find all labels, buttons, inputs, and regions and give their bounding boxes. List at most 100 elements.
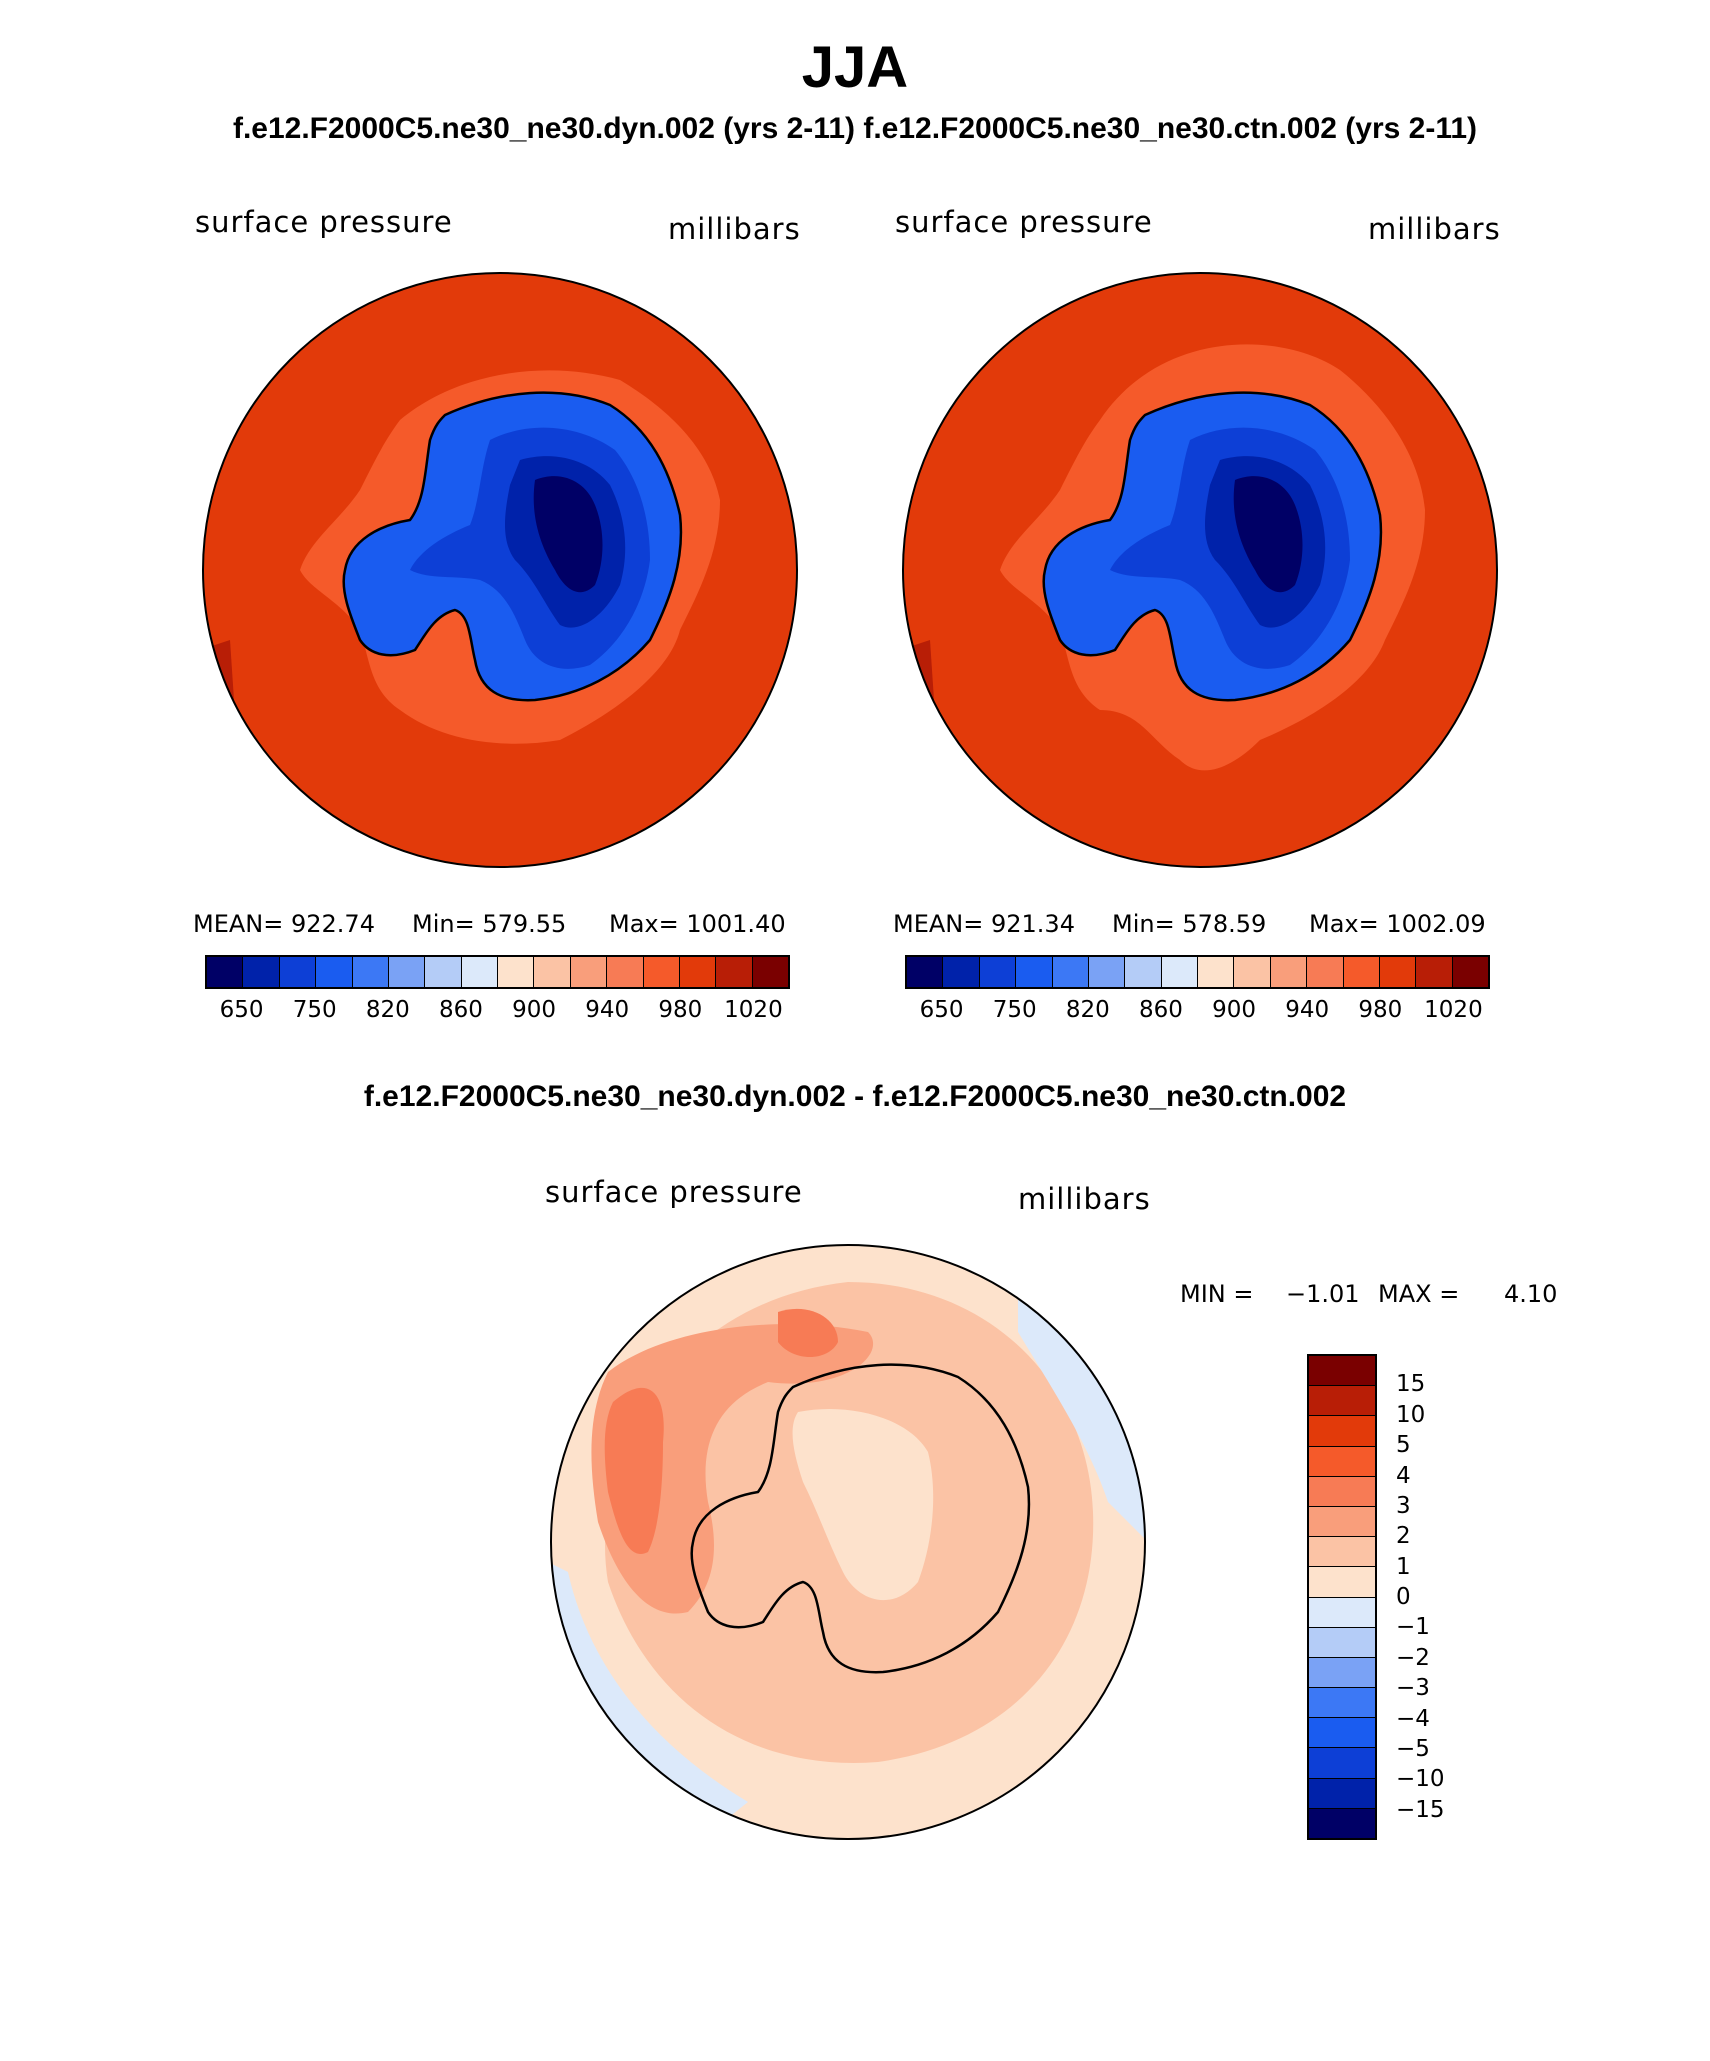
colorbar-tick-label: 650 bbox=[219, 997, 264, 1023]
colorbar-swatch bbox=[1309, 1808, 1375, 1838]
colorbar-swatch bbox=[388, 957, 426, 987]
colorbar-swatch bbox=[1307, 957, 1344, 987]
colorbar-tick-label: 940 bbox=[1285, 997, 1330, 1023]
panel2-polar-map bbox=[902, 272, 1498, 868]
panel2-mean: MEAN= 921.34 bbox=[893, 910, 1075, 938]
colorbar-swatch bbox=[1343, 957, 1380, 987]
colorbar-swatch bbox=[1309, 1748, 1375, 1779]
colorbar-tick-label: 1020 bbox=[724, 997, 783, 1023]
diff-polar-map bbox=[550, 1244, 1146, 1840]
panel1-polar-map bbox=[202, 272, 798, 868]
colorbar-swatch bbox=[752, 957, 788, 987]
colorbar-swatch bbox=[1452, 957, 1488, 987]
hotspot-north bbox=[778, 1308, 838, 1357]
colorbar-swatch bbox=[1309, 1567, 1375, 1598]
colorbar-swatch bbox=[1416, 957, 1453, 987]
colorbar-swatch bbox=[1234, 957, 1271, 987]
colorbar-tick-label: 860 bbox=[438, 997, 483, 1023]
colorbar-tick-label: −5 bbox=[1396, 1735, 1430, 1762]
map-boundary bbox=[902, 272, 1498, 868]
antarctica-ice-core bbox=[533, 476, 603, 593]
diff-colorbar bbox=[1307, 1354, 1377, 1840]
colorbar-tick-label: −2 bbox=[1396, 1644, 1430, 1671]
colorbar-swatch bbox=[1125, 957, 1162, 987]
colorbar-swatch bbox=[1309, 1386, 1375, 1417]
panel1-min: Min= 579.55 bbox=[412, 910, 567, 938]
colorbar-tick-label: −3 bbox=[1396, 1675, 1430, 1702]
colorbar-swatch bbox=[1309, 1446, 1375, 1477]
colorbar-tick-label: 900 bbox=[1212, 997, 1257, 1023]
colorbar-tick-label: −4 bbox=[1396, 1705, 1430, 1732]
difference-title: f.e12.F2000C5.ne30_ne30.dyn.002 - f.e12.… bbox=[363, 1080, 1347, 1113]
diff-min-label: MIN = bbox=[1180, 1280, 1254, 1308]
colorbar-swatch bbox=[279, 957, 317, 987]
colorbar-swatch bbox=[1309, 1657, 1375, 1689]
colorbar-tick-label: 15 bbox=[1396, 1371, 1426, 1398]
colorbar-tick-label: 650 bbox=[919, 997, 964, 1023]
panel2-max: Max= 1002.09 bbox=[1309, 910, 1486, 938]
colorbar-tick-label: 1 bbox=[1396, 1553, 1411, 1580]
colorbar-swatch bbox=[461, 957, 498, 987]
colorbar-tick-label: 820 bbox=[1065, 997, 1110, 1023]
colorbar-tick-label: −1 bbox=[1396, 1614, 1430, 1641]
colorbar-tick-label: 2 bbox=[1396, 1523, 1411, 1550]
pale-interior bbox=[792, 1408, 934, 1601]
colorbar-swatch bbox=[679, 957, 717, 987]
panel1-mean: MEAN= 922.74 bbox=[193, 910, 375, 938]
diff-max-label: MAX = bbox=[1378, 1280, 1460, 1308]
diff-colorbar-ticks: 15 10 5 4 3 2 1 0 −1 −2 −3 −4 −5 −10 −15 bbox=[1396, 1354, 1476, 1840]
colorbar-swatch bbox=[534, 957, 571, 987]
diff-max-value: 4.10 bbox=[1504, 1280, 1558, 1308]
colorbar-swatch bbox=[716, 957, 753, 987]
panel1-units-label: millibars bbox=[668, 212, 801, 246]
coastline bbox=[690, 1363, 1031, 1674]
colorbar-tick-label: −15 bbox=[1396, 1796, 1445, 1823]
colorbar-swatch bbox=[1052, 957, 1089, 987]
panel1-variable-label: surface pressure bbox=[195, 205, 453, 239]
colorbar-swatch bbox=[316, 957, 353, 987]
panel1-max: Max= 1001.40 bbox=[609, 910, 786, 938]
colorbar-swatch bbox=[207, 957, 244, 987]
colorbar-tick-label: 5 bbox=[1396, 1432, 1411, 1459]
colorbar-swatch bbox=[1309, 1597, 1375, 1628]
colorbar-swatch bbox=[979, 957, 1017, 987]
colorbar-swatch bbox=[1016, 957, 1053, 987]
panel2-colorbar bbox=[905, 955, 1490, 989]
colorbar-swatch bbox=[352, 957, 389, 987]
colorbar-tick-label: 4 bbox=[1396, 1462, 1411, 1489]
diff-min-value: −1.01 bbox=[1286, 1280, 1360, 1308]
colorbar-tick-label: 940 bbox=[585, 997, 630, 1023]
colorbar-swatch bbox=[643, 957, 680, 987]
colorbar-swatch bbox=[1309, 1506, 1375, 1538]
colorbar-swatch bbox=[1161, 957, 1198, 987]
panel1-colorbar-ticks: 650 750 820 860 900 940 980 1020 bbox=[205, 997, 790, 1027]
figure-title: JJA bbox=[801, 35, 909, 100]
colorbar-tick-label: 10 bbox=[1396, 1401, 1426, 1428]
colorbar-swatch bbox=[498, 957, 535, 987]
colorbar-swatch bbox=[943, 957, 980, 987]
colorbar-swatch bbox=[1309, 1356, 1375, 1387]
colorbar-tick-label: 750 bbox=[992, 997, 1037, 1023]
colorbar-tick-label: 860 bbox=[1138, 997, 1183, 1023]
colorbar-swatch bbox=[1309, 1627, 1375, 1658]
colorbar-tick-label: 0 bbox=[1396, 1584, 1411, 1610]
colorbar-swatch bbox=[1270, 957, 1308, 987]
colorbar-swatch bbox=[1379, 957, 1417, 987]
colorbar-swatch bbox=[607, 957, 644, 987]
panel2-variable-label: surface pressure bbox=[895, 205, 1153, 239]
panel2-units-label: millibars bbox=[1368, 212, 1501, 246]
colorbar-swatch bbox=[1309, 1416, 1375, 1447]
colorbar-swatch bbox=[243, 957, 280, 987]
colorbar-tick-label: −10 bbox=[1396, 1766, 1445, 1793]
coastline bbox=[342, 391, 683, 702]
map-boundary bbox=[202, 272, 798, 868]
coastline bbox=[1042, 391, 1383, 702]
colorbar-tick-label: 980 bbox=[1358, 997, 1403, 1023]
case-subtitle: f.e12.F2000C5.ne30_ne30.dyn.002 (yrs 2-1… bbox=[232, 112, 1478, 145]
orange-west-lobe bbox=[591, 1324, 874, 1614]
colorbar-tick-label: 980 bbox=[658, 997, 703, 1023]
colorbar-swatch bbox=[570, 957, 608, 987]
diff-variable-label: surface pressure bbox=[545, 1175, 803, 1209]
antarctica-ice-core bbox=[1233, 476, 1303, 593]
colorbar-tick-label: 3 bbox=[1396, 1492, 1411, 1519]
